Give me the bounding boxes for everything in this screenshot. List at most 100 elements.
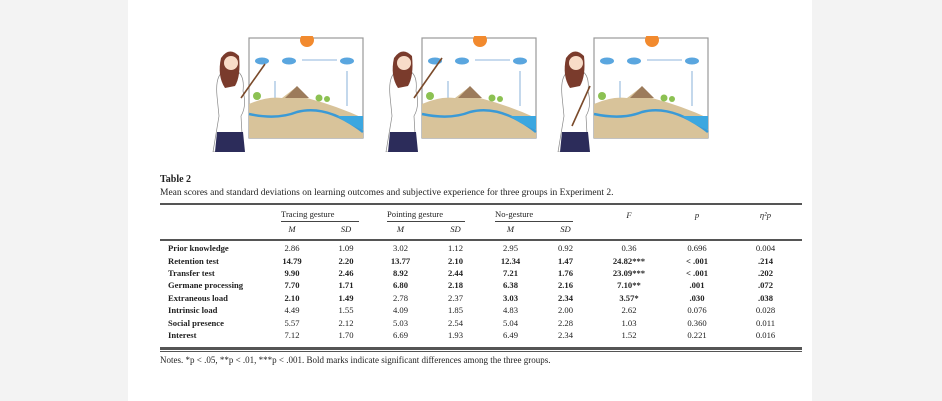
- table-cell: 3.02: [392, 243, 409, 254]
- table-cell: 1.52: [621, 329, 637, 340]
- table-cell: 0.016: [755, 329, 776, 340]
- table-cell: 2.95: [502, 243, 519, 254]
- table-row: Transfer test 9.90 2.46 8.92 2.44 7.21 1.76 23.…: [160, 267, 802, 279]
- table-cell: 24.82***: [612, 255, 646, 266]
- table-cell: 7.21: [502, 267, 519, 278]
- results-table: Tracing gesture Pointing gesture No-gest…: [160, 208, 802, 341]
- sd-header: SD: [450, 224, 461, 234]
- row-label: Transfer test: [168, 267, 215, 278]
- table-row: Extraneous load 2.10 1.49 2.78 2.37 3.03 2.34 3…: [160, 292, 802, 304]
- table-cell: 0.92: [557, 243, 574, 254]
- table-cell: 3.03: [502, 292, 519, 303]
- row-label: Prior knowledge: [168, 243, 229, 254]
- table-cell: 0.076: [687, 305, 707, 316]
- table-cell: 1.76: [557, 267, 574, 278]
- group-header: Tracing gesture: [281, 209, 359, 222]
- f-header: F: [626, 210, 632, 220]
- table-cell: 6.80: [392, 280, 409, 291]
- table-cell: 1.55: [338, 305, 354, 316]
- table-cell: 1.12: [447, 243, 464, 254]
- table-cell: 0.36: [621, 243, 637, 254]
- table-cell: 0.360: [687, 317, 707, 328]
- table-row: Retention test 14.79 2.20 13.77 2.10 12.34 1.4…: [160, 254, 802, 266]
- table-cell: 1.49: [338, 292, 354, 303]
- table-cell: 1.71: [338, 280, 354, 291]
- row-label: Interest: [168, 329, 197, 340]
- table-cell: 2.34: [557, 292, 574, 303]
- table-cell: 2.37: [447, 292, 464, 303]
- table-cell: 1.85: [447, 305, 464, 316]
- row-label: Social presence: [168, 317, 224, 328]
- table-cell: 5.04: [502, 317, 519, 328]
- table-cell: .072: [757, 280, 774, 291]
- table-cell: .214: [757, 255, 774, 266]
- sd-header: SD: [340, 224, 352, 234]
- table-cell: 7.12: [284, 329, 300, 340]
- table-cell: 2.54: [447, 317, 464, 328]
- table-cell: 14.79: [282, 255, 302, 266]
- table-cell: 5.03: [392, 317, 409, 328]
- table-cell: 2.28: [557, 317, 574, 328]
- table-cell: 2.10: [284, 292, 300, 303]
- table-cell: 6.69: [392, 329, 409, 340]
- table-cell: 2.20: [338, 255, 354, 266]
- table-cell: 1.03: [621, 317, 637, 328]
- table-cell: 4.83: [502, 305, 519, 316]
- table-cell: 1.70: [338, 329, 354, 340]
- row-label: Germane processing: [168, 280, 244, 291]
- table-row: Intrinsic load 4.49 1.55 4.09 1.85 4.83 2.00 2.…: [160, 304, 802, 316]
- tracing-gesture-illustration: [207, 33, 367, 153]
- table-cell: 7.70: [284, 280, 300, 291]
- table-cell: .038: [757, 292, 774, 303]
- table-cell: 0.011: [755, 317, 776, 328]
- table-row: Social presence 5.57 2.12 5.03 2.54 5.04 2.28 1…: [160, 316, 802, 328]
- table-cell: 13.77: [390, 255, 411, 266]
- p-header: p: [694, 210, 700, 220]
- table-caption: Mean scores and standard deviations on l…: [160, 188, 614, 198]
- table-cell: 2.46: [338, 267, 354, 278]
- row-label: Extraneous load: [168, 292, 228, 303]
- table-cell: 2.10: [447, 255, 464, 266]
- table-cell: .202: [757, 267, 774, 278]
- illustration: [212, 33, 364, 153]
- table-cell: 4.49: [284, 305, 300, 316]
- table-cell: 1.47: [557, 255, 574, 266]
- table-cell: 4.09: [392, 305, 409, 316]
- table-cell: 1.93: [447, 329, 464, 340]
- m-header: M: [396, 224, 405, 234]
- table-cell: 2.34: [557, 329, 574, 340]
- no-gesture-illustration: [552, 33, 712, 153]
- table-cell: 12.34: [500, 255, 521, 266]
- table-cell: 2.62: [621, 305, 637, 316]
- table-cell: 2.16: [557, 280, 574, 291]
- table-cell: 2.18: [447, 280, 464, 291]
- sd-header: SD: [560, 224, 571, 234]
- table-title: Table 2: [160, 174, 192, 185]
- table-row: Germane processing 7.70 1.71 6.80 2.18 6.38 2.…: [160, 279, 802, 291]
- table-cell: < .001: [685, 267, 709, 278]
- table-cell: 0.028: [755, 305, 776, 316]
- table-cell: 7.10**: [617, 280, 641, 291]
- table-cell: 2.12: [338, 317, 354, 328]
- table-cell: 9.90: [284, 267, 300, 278]
- table-cell: 5.57: [284, 317, 300, 328]
- table-cell: 2.44: [447, 267, 464, 278]
- group-header: Pointing gesture: [387, 209, 465, 222]
- header-rule: [160, 239, 802, 241]
- eta-header: η²p: [759, 210, 772, 220]
- table-cell: 0.221: [687, 329, 707, 340]
- row-label: Retention test: [168, 255, 219, 266]
- illustration: [385, 33, 537, 153]
- table-cell: 23.09***: [612, 267, 646, 278]
- table-cell: .001: [689, 280, 705, 291]
- table-cell: 2.00: [557, 305, 574, 316]
- row-label: Intrinsic load: [168, 305, 218, 316]
- table-cell: 1.09: [338, 243, 354, 254]
- table-cell: 2.78: [392, 292, 409, 303]
- table-cell: 0.696: [687, 243, 707, 254]
- table-cell: .030: [689, 292, 705, 303]
- table-cell: 8.92: [392, 267, 409, 278]
- table-cell: 6.49: [502, 329, 519, 340]
- table-cell: 3.57*: [619, 292, 639, 303]
- bottom-rule: [160, 347, 802, 351]
